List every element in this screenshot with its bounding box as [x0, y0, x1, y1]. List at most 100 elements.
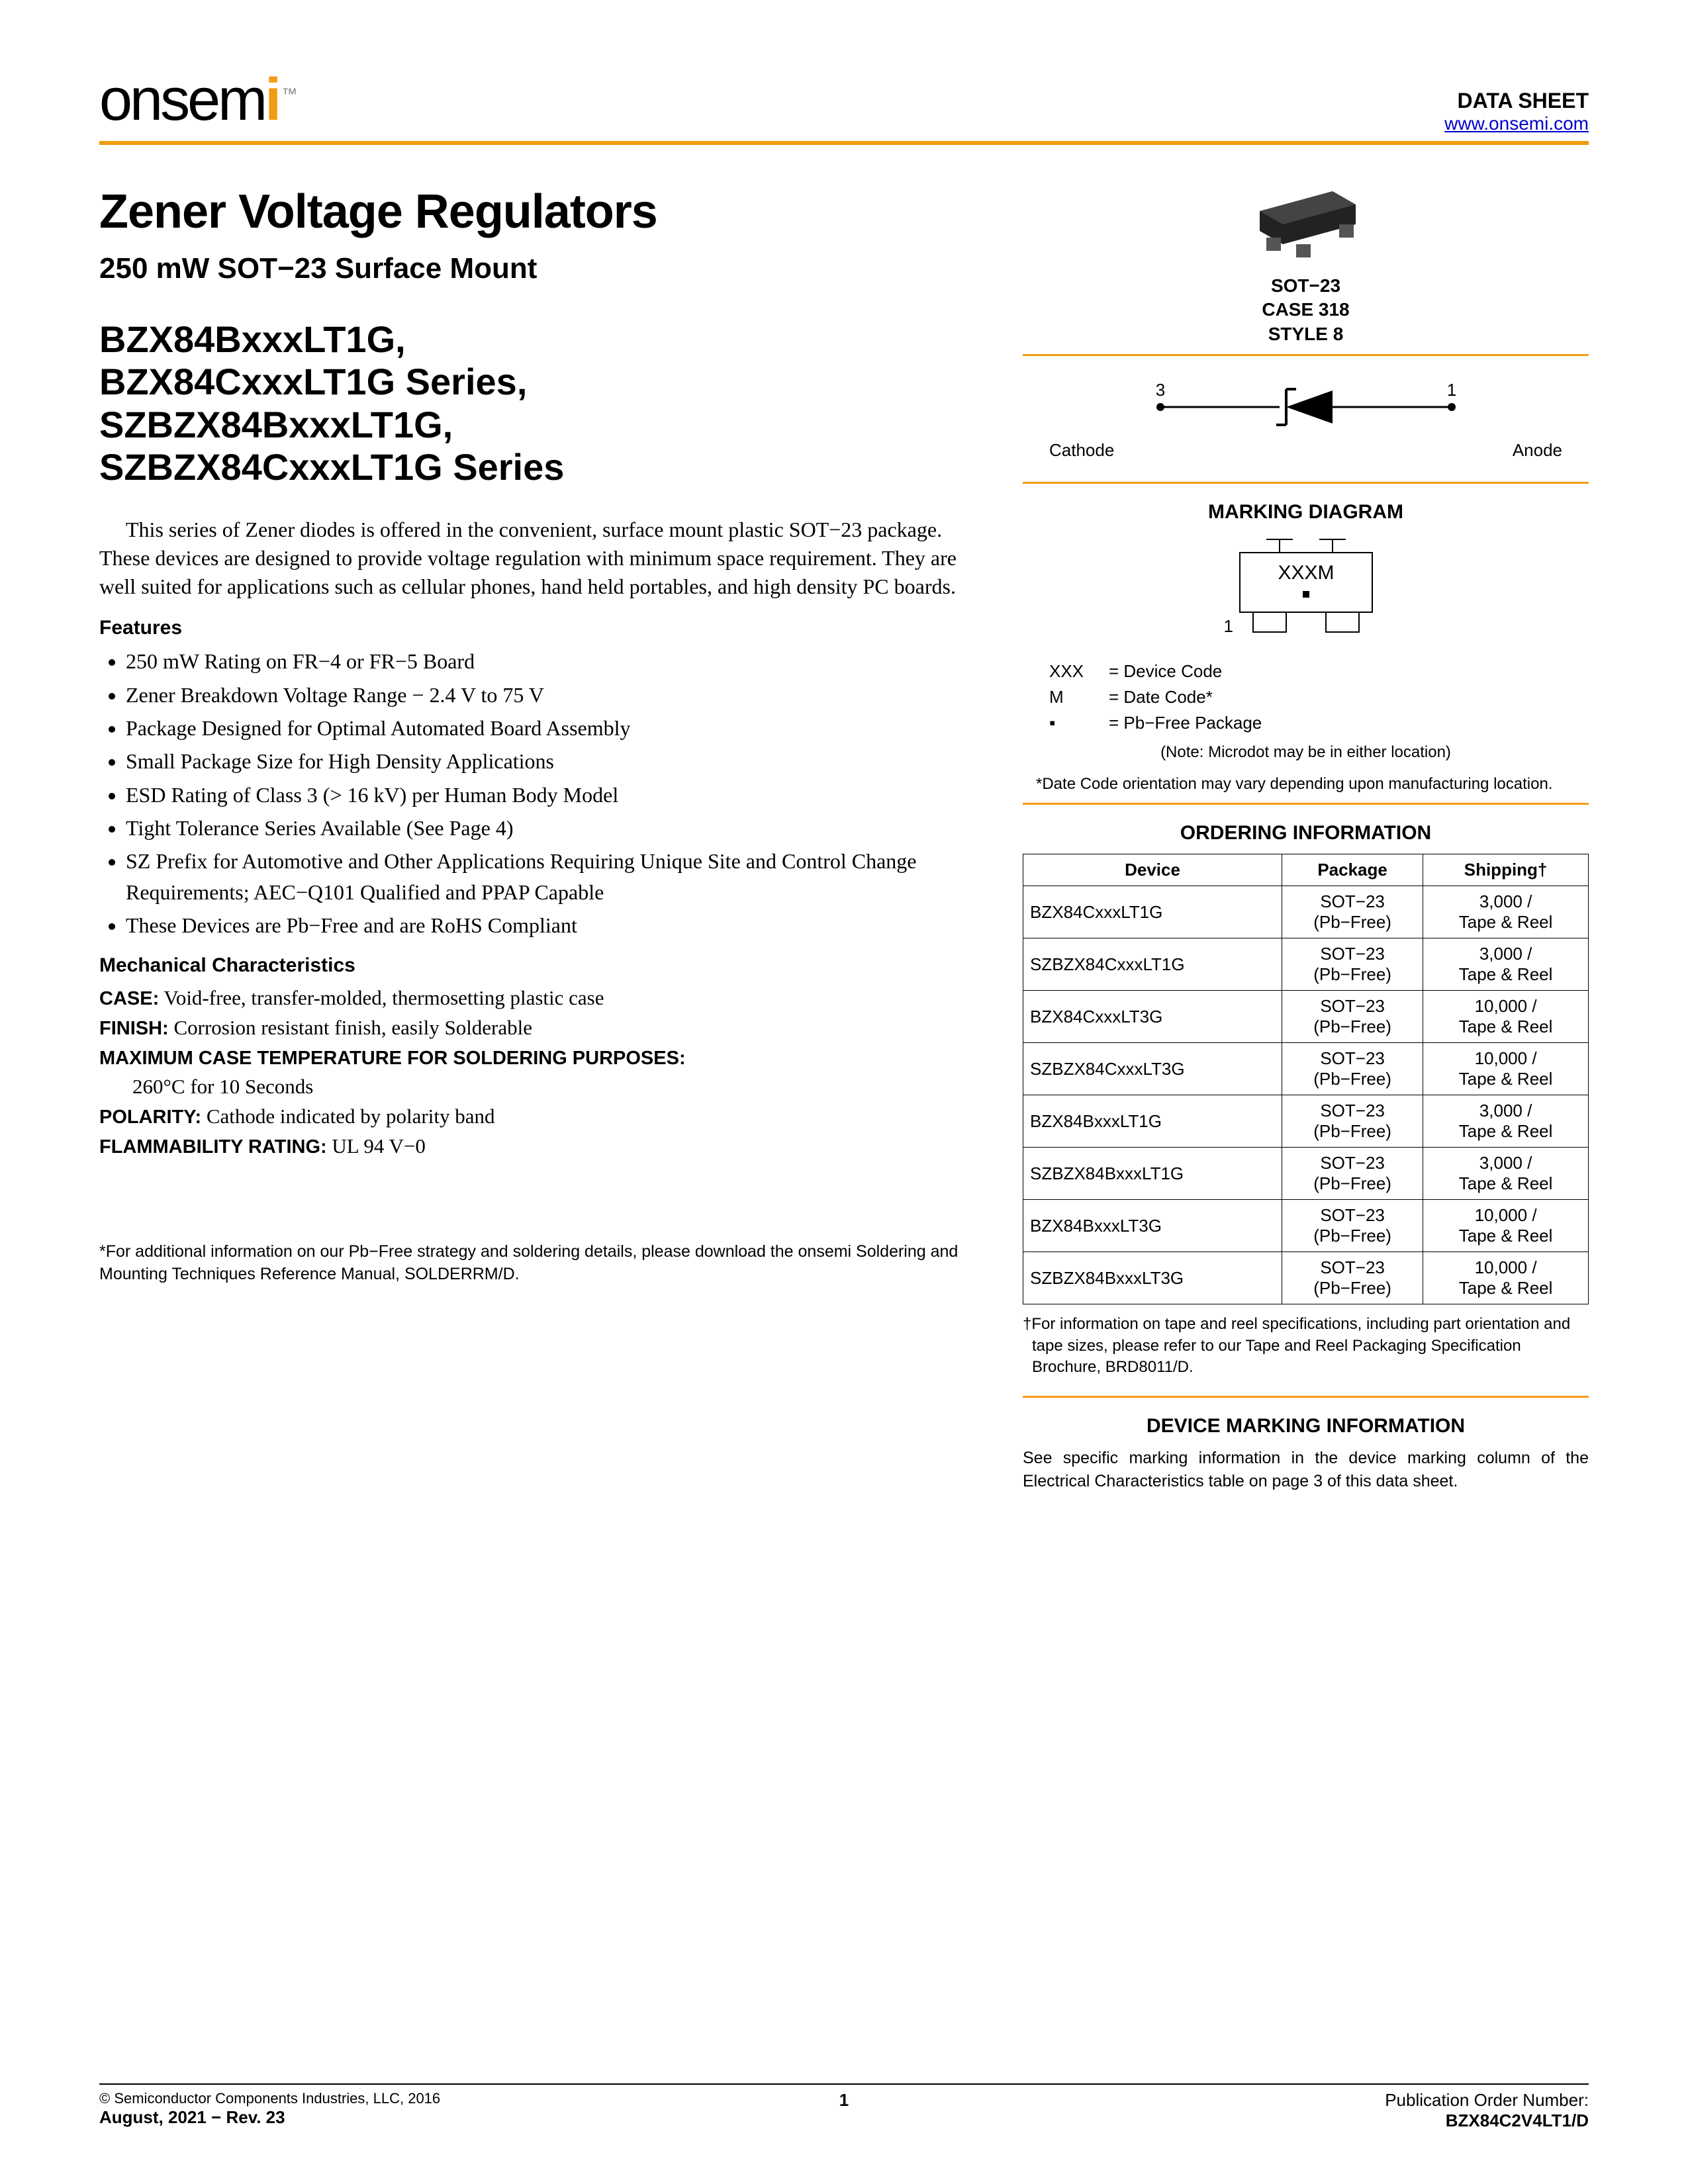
marking-diagram-icon: XXXM 1 — [1200, 533, 1412, 645]
series-line: SZBZX84CxxxLT1G Series — [99, 446, 564, 488]
pin3-label: 3 — [1155, 380, 1164, 400]
package-label: SOT−23 CASE 318 STYLE 8 — [1023, 274, 1589, 346]
cell-device: BZX84BxxxLT3G — [1023, 1200, 1282, 1252]
cell-shipping: 10,000 /Tape & Reel — [1423, 1043, 1589, 1095]
mech-pol-v: Cathode indicated by polarity band — [201, 1105, 494, 1128]
mech-max-k: MAXIMUM CASE TEMPERATURE FOR SOLDERING P… — [99, 1048, 686, 1069]
table-row: SZBZX84CxxxLT3GSOT−23(Pb−Free)10,000 /Ta… — [1023, 1043, 1589, 1095]
page-title: Zener Voltage Regulators — [99, 185, 990, 239]
legend-k: XXX — [1049, 659, 1109, 684]
mech-max-v: 260°C for 10 Seconds — [132, 1075, 313, 1098]
svg-text:1: 1 — [1223, 616, 1233, 636]
series-line: BZX84CxxxLT1G Series, — [99, 361, 527, 402]
cell-shipping: 10,000 /Tape & Reel — [1423, 1200, 1589, 1252]
data-sheet-label: DATA SHEET — [1444, 89, 1589, 113]
cell-device: SZBZX84BxxxLT1G — [1023, 1148, 1282, 1200]
cell-device: BZX84CxxxLT3G — [1023, 991, 1282, 1043]
footer-pon-label: Publication Order Number: — [1092, 2090, 1589, 2111]
series-line: SZBZX84BxxxLT1G, — [99, 404, 453, 445]
table-row: BZX84BxxxLT3GSOT−23(Pb−Free)10,000 /Tape… — [1023, 1200, 1589, 1252]
feature-item: Small Package Size for High Density Appl… — [126, 746, 990, 776]
devmark-text: See specific marking information in the … — [1023, 1447, 1589, 1493]
feature-item: ESD Rating of Class 3 (> 16 kV) per Huma… — [126, 780, 990, 810]
marking-note1: (Note: Microdot may be in either locatio… — [1023, 741, 1589, 764]
mech-flam-v: UL 94 V−0 — [327, 1134, 426, 1158]
feature-item: Zener Breakdown Voltage Range − 2.4 V to… — [126, 680, 990, 710]
order-note: †For information on tape and reel specif… — [1023, 1314, 1589, 1378]
orange-divider — [1023, 803, 1589, 805]
mech-pol-k: POLARITY: — [99, 1107, 201, 1128]
orange-divider — [1023, 1396, 1589, 1398]
footer-date-text: August, 2021 − Rev. 23 — [99, 2107, 285, 2127]
mech-finish-v: Corrosion resistant finish, easily Solde… — [169, 1016, 532, 1039]
feature-item: SZ Prefix for Automotive and Other Appli… — [126, 846, 990, 907]
features-list: 250 mW Rating on FR−4 or FR−5 Board Zene… — [126, 646, 990, 941]
logo-accent: i — [265, 67, 279, 133]
footer-pon-text: BZX84C2V4LT1/D — [1446, 2111, 1589, 2130]
cell-device: BZX84BxxxLT1G — [1023, 1095, 1282, 1148]
right-column: SOT−23 CASE 318 STYLE 8 3 1 Cathode — [1023, 165, 1589, 1493]
table-row: BZX84CxxxLT1GSOT−23(Pb−Free)3,000 /Tape … — [1023, 886, 1589, 938]
pin1-label: 1 — [1446, 380, 1456, 400]
col-package: Package — [1282, 854, 1423, 886]
footer-right: Publication Order Number: BZX84C2V4LT1/D — [1092, 2090, 1589, 2131]
cell-shipping: 3,000 /Tape & Reel — [1423, 1095, 1589, 1148]
orange-divider — [1023, 354, 1589, 356]
table-row: BZX84BxxxLT1GSOT−23(Pb−Free)3,000 /Tape … — [1023, 1095, 1589, 1148]
onsemi-link[interactable]: www.onsemi.com — [1444, 113, 1589, 134]
header-right: DATA SHEET www.onsemi.com — [1444, 89, 1589, 134]
table-row: BZX84CxxxLT3GSOT−23(Pb−Free)10,000 /Tape… — [1023, 991, 1589, 1043]
cell-shipping: 3,000 /Tape & Reel — [1423, 938, 1589, 991]
cell-device: SZBZX84CxxxLT3G — [1023, 1043, 1282, 1095]
devmark-head: DEVICE MARKING INFORMATION — [1023, 1415, 1589, 1437]
cell-device: SZBZX84BxxxLT3G — [1023, 1252, 1282, 1304]
footer-left: © Semiconductor Components Industries, L… — [99, 2090, 596, 2128]
footer-date: August, 2021 − Rev. 23 — [99, 2107, 596, 2128]
pkg-l1: SOT−23 — [1271, 275, 1340, 296]
order-head: ORDERING INFORMATION — [1023, 822, 1589, 844]
mech-block: CASE: Void-free, transfer-molded, thermo… — [99, 983, 990, 1162]
cell-package: SOT−23(Pb−Free) — [1282, 1252, 1423, 1304]
cell-package: SOT−23(Pb−Free) — [1282, 1200, 1423, 1252]
orange-rule — [99, 141, 1589, 145]
cell-shipping: 3,000 /Tape & Reel — [1423, 886, 1589, 938]
series-line: BZX84BxxxLT1G, — [99, 318, 406, 360]
orange-divider — [1023, 482, 1589, 484]
package-image: SOT−23 CASE 318 STYLE 8 — [1023, 178, 1589, 346]
left-column: Zener Voltage Regulators 250 mW SOT−23 S… — [99, 165, 990, 1493]
intro-paragraph: This series of Zener diodes is offered i… — [99, 516, 990, 602]
cell-package: SOT−23(Pb−Free) — [1282, 938, 1423, 991]
features-label: Features — [99, 617, 990, 639]
mech-case-k: CASE: — [99, 988, 159, 1009]
legend-k: M — [1049, 684, 1109, 710]
cathode-label: Cathode — [1049, 440, 1114, 461]
cell-package: SOT−23(Pb−Free) — [1282, 991, 1423, 1043]
legend-v: = Pb−Free Package — [1109, 710, 1262, 736]
legend-v: = Date Code* — [1109, 684, 1213, 710]
col-device: Device — [1023, 854, 1282, 886]
page-footer: © Semiconductor Components Industries, L… — [99, 2083, 1589, 2131]
cell-device: SZBZX84CxxxLT1G — [1023, 938, 1282, 991]
header-row: onsemi™ DATA SHEET www.onsemi.com — [99, 66, 1589, 134]
zener-symbol-icon: 3 1 — [1121, 377, 1491, 437]
mech-flam-k: FLAMMABILITY RATING: — [99, 1136, 327, 1158]
footer-page: 1 — [596, 2090, 1092, 2111]
mech-finish-k: FINISH: — [99, 1018, 169, 1039]
footer-pon: BZX84C2V4LT1/D — [1092, 2111, 1589, 2131]
col-shipping: Shipping† — [1423, 854, 1589, 886]
cell-package: SOT−23(Pb−Free) — [1282, 1095, 1423, 1148]
anode-label: Anode — [1513, 440, 1562, 461]
legend-v: = Device Code — [1109, 659, 1222, 684]
zener-schematic: 3 1 Cathode Anode — [1023, 364, 1589, 474]
cell-package: SOT−23(Pb−Free) — [1282, 1043, 1423, 1095]
logo-main: onsem — [99, 67, 265, 133]
feature-item: Package Designed for Optimal Automated B… — [126, 713, 990, 743]
cell-package: SOT−23(Pb−Free) — [1282, 886, 1423, 938]
pbfree-note: *For additional information on our Pb−Fr… — [99, 1241, 990, 1286]
footer-copyright: © Semiconductor Components Industries, L… — [99, 2090, 596, 2107]
logo-tm: ™ — [281, 85, 295, 103]
feature-item: Tight Tolerance Series Available (See Pa… — [126, 813, 990, 843]
feature-item: 250 mW Rating on FR−4 or FR−5 Board — [126, 646, 990, 676]
svg-text:XXXM: XXXM — [1278, 562, 1334, 584]
ordering-table: Device Package Shipping† BZX84CxxxLT1GSO… — [1023, 854, 1589, 1304]
